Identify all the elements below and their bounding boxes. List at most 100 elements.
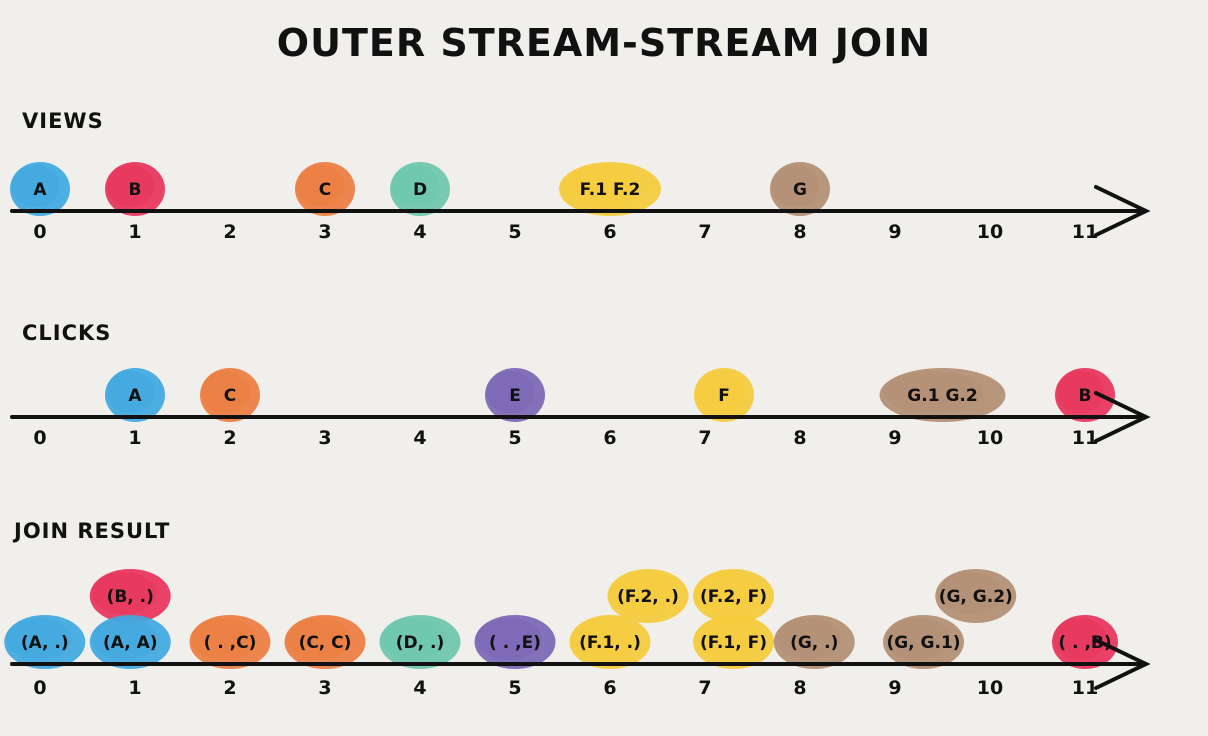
event-label: (G, .) [790,633,838,653]
event-clicks-0: A [105,368,165,422]
event-views-2: C [295,162,355,216]
tick-label-views: 6 [603,221,616,243]
event-blob-shade [885,617,950,661]
event-label: (C, C) [299,633,352,653]
event-clicks-4: G.1 G.2 [879,368,1006,422]
event-label: C [224,386,236,406]
event-label: E [509,386,521,406]
event-label: (D, .) [396,633,445,653]
event-join-4: (C, C) [284,615,366,669]
event-join-9: (F.1, .) [569,615,651,669]
tick-label-clicks: 1 [128,427,141,449]
tick-label-clicks: 10 [977,427,1003,449]
event-views-4: F.1 F.2 [559,162,661,216]
tick-label-clicks: 6 [603,427,616,449]
event-blob-shade [882,370,984,414]
tick-label-views: 11 [1072,221,1098,243]
event-label: (B, .) [107,587,154,607]
event-label: ( . ,B) [1058,633,1111,653]
arrow-head-icon [1094,391,1151,443]
event-label: ( . ,C) [204,633,257,653]
tick-label-views: 4 [413,221,426,243]
event-label: (A, A) [103,633,158,653]
event-label: B [1079,386,1092,406]
event-join-11: (G, .) [773,615,855,669]
event-label: G.1 G.2 [907,386,977,406]
event-join-6: ( . ,E) [474,615,556,669]
event-join-10: (F.1, F) [693,615,774,669]
event-blob-shade [771,164,820,208]
event-label: F [718,386,730,406]
event-clicks-2: E [485,368,545,422]
tick-label-views: 2 [223,221,236,243]
event-clicks-5: B [1055,368,1115,422]
tick-label-join: 8 [793,677,806,699]
event-blob-shade [695,617,760,661]
event-label: (F.2, F) [700,587,767,607]
event-join-5: (D, .) [379,615,461,669]
tick-label-join: 0 [33,677,46,699]
tick-label-clicks: 7 [698,427,711,449]
tick-label-join: 7 [698,677,711,699]
event-blob-shade [11,164,60,208]
event-label: ( . ,E) [489,633,541,653]
event-label: F.1 F.2 [580,180,641,200]
event-label: (A, .) [21,633,69,653]
tick-label-join: 6 [603,677,616,699]
tick-label-clicks: 3 [318,427,331,449]
lane-label-clicks: CLICKS [22,321,111,345]
event-blob-shade [6,617,72,661]
event-label: C [319,180,331,200]
event-blob-shade [571,617,637,661]
tick-label-join: 1 [128,677,141,699]
event-join-1: (B, .) [89,569,171,623]
event-label: (F.1, F) [700,633,767,653]
event-label: D [413,180,427,200]
event-label: B [129,180,142,200]
tick-label-views: 10 [977,221,1003,243]
event-label: A [33,180,47,200]
tick-label-views: 1 [128,221,141,243]
lane-clicks: A C E F G.1 G.2 B 0 1 2 3 4 5 6 7 8 9 10 11 [10,368,1151,449]
event-clicks-3: F [694,368,754,422]
event-blob-shade [609,571,675,615]
event-blob-shade [296,164,345,208]
event-blob-shade [1056,370,1105,414]
tick-label-join: 4 [413,677,426,699]
event-label: (F.2, .) [617,587,679,607]
tick-label-views: 7 [698,221,711,243]
tick-label-clicks: 4 [413,427,426,449]
event-label: (G, G.1) [886,633,960,653]
tick-label-join: 3 [318,677,331,699]
lane-label-join: JOIN RESULT [12,519,170,543]
diagram-title: OUTER STREAM-STREAM JOIN [277,21,931,65]
arrow-head-icon [1094,638,1151,690]
lane-views: A B C D F.1 F.2 G 0 1 2 3 4 5 6 7 8 9 10 11 [10,162,1151,243]
tick-label-views: 8 [793,221,806,243]
event-join-7: (F.2, .) [607,569,689,623]
tick-label-views: 0 [33,221,46,243]
event-blob-shade [286,617,352,661]
event-clicks-1: C [200,368,260,422]
event-blob-shade [561,164,644,208]
event-blob-shade [191,617,257,661]
tick-label-clicks: 5 [508,427,521,449]
event-join-8: (F.2, F) [693,569,774,623]
tick-label-join: 2 [223,677,236,699]
event-blob-shade [937,571,1003,615]
event-blob-shade [106,164,155,208]
event-label: (G, G.2) [939,587,1013,607]
event-blob-shade [486,370,535,414]
event-blob-shade [381,617,447,661]
event-views-3: D [390,162,450,216]
event-join-13: (G, G.1) [883,615,964,669]
event-blob-shade [201,370,250,414]
lane-join: (A, .) (B, .) (A, A) ( . ,C) (C, C) (D, .) ( .… [4,569,1151,699]
event-label: A [128,386,142,406]
tick-label-clicks: 9 [888,427,901,449]
event-blob-shade [695,571,760,615]
event-join-0: (A, .) [4,615,86,669]
event-blob-shade [1053,617,1107,661]
